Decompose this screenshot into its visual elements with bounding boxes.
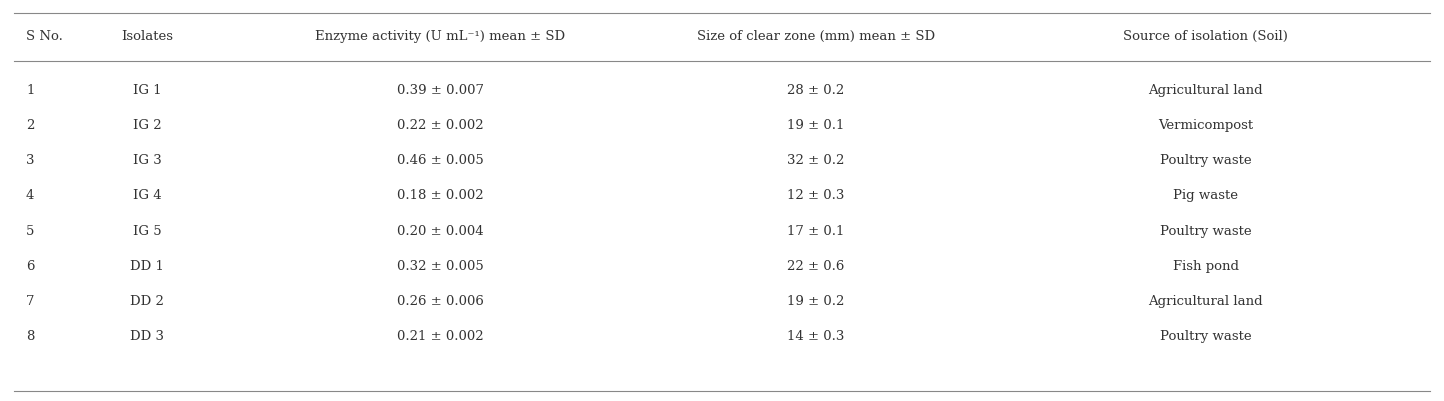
Text: Poultry waste: Poultry waste: [1160, 154, 1252, 167]
Text: 4: 4: [26, 189, 35, 202]
Text: Poultry waste: Poultry waste: [1160, 224, 1252, 237]
Text: DD 1: DD 1: [130, 259, 165, 272]
Text: 5: 5: [26, 224, 35, 237]
Text: IG 2: IG 2: [133, 119, 162, 132]
Text: 19 ± 0.2: 19 ± 0.2: [787, 294, 845, 307]
Text: 0.18 ± 0.002: 0.18 ± 0.002: [397, 189, 484, 202]
Text: Size of clear zone (mm) mean ± SD: Size of clear zone (mm) mean ± SD: [697, 30, 934, 43]
Text: 0.46 ± 0.005: 0.46 ± 0.005: [397, 154, 484, 167]
Text: 12 ± 0.3: 12 ± 0.3: [787, 189, 845, 202]
Text: 7: 7: [26, 294, 35, 307]
Text: 0.32 ± 0.005: 0.32 ± 0.005: [397, 259, 484, 272]
Text: 19 ± 0.1: 19 ± 0.1: [787, 119, 845, 132]
Text: 6: 6: [26, 259, 35, 272]
Text: 0.20 ± 0.004: 0.20 ± 0.004: [397, 224, 484, 237]
Text: Agricultural land: Agricultural land: [1148, 84, 1264, 97]
Text: IG 4: IG 4: [133, 189, 162, 202]
Text: Fish pond: Fish pond: [1173, 259, 1239, 272]
Text: 17 ± 0.1: 17 ± 0.1: [787, 224, 845, 237]
Text: 0.22 ± 0.002: 0.22 ± 0.002: [397, 119, 484, 132]
Text: IG 1: IG 1: [133, 84, 162, 97]
Text: 0.39 ± 0.007: 0.39 ± 0.007: [397, 84, 484, 97]
Text: 8: 8: [26, 329, 35, 342]
Text: 32 ± 0.2: 32 ± 0.2: [787, 154, 845, 167]
Text: 0.26 ± 0.006: 0.26 ± 0.006: [397, 294, 484, 307]
Text: Pig waste: Pig waste: [1173, 189, 1239, 202]
Text: IG 3: IG 3: [133, 154, 162, 167]
Text: 22 ± 0.6: 22 ± 0.6: [787, 259, 845, 272]
Text: Poultry waste: Poultry waste: [1160, 329, 1252, 342]
Text: S No.: S No.: [26, 30, 64, 43]
Text: 28 ± 0.2: 28 ± 0.2: [787, 84, 845, 97]
Text: Enzyme activity (U mL⁻¹) mean ± SD: Enzyme activity (U mL⁻¹) mean ± SD: [315, 30, 566, 43]
Text: Vermicompost: Vermicompost: [1158, 119, 1253, 132]
Text: DD 2: DD 2: [130, 294, 165, 307]
Text: Source of isolation (Soil): Source of isolation (Soil): [1123, 30, 1288, 43]
Text: 2: 2: [26, 119, 35, 132]
Text: DD 3: DD 3: [130, 329, 165, 342]
Text: Agricultural land: Agricultural land: [1148, 294, 1264, 307]
Text: IG 5: IG 5: [133, 224, 162, 237]
Text: 14 ± 0.3: 14 ± 0.3: [787, 329, 845, 342]
Text: 1: 1: [26, 84, 35, 97]
Text: Isolates: Isolates: [121, 30, 173, 43]
Text: 3: 3: [26, 154, 35, 167]
Text: 0.21 ± 0.002: 0.21 ± 0.002: [397, 329, 484, 342]
